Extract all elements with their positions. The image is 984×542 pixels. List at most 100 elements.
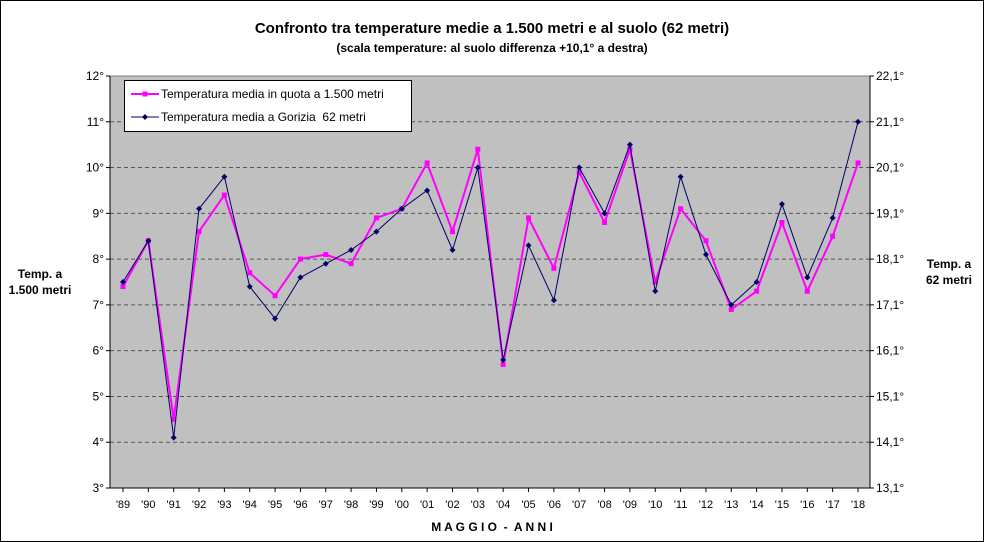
chart-title: Confronto tra temperature medie a 1.500 … bbox=[254, 20, 730, 37]
y-tick-left-label: 6° bbox=[93, 344, 105, 358]
data-point bbox=[677, 173, 684, 180]
y-ticks-left: 3° 4° 5° 6° 7° 8° 9° 10° 11° 12° bbox=[86, 69, 110, 495]
data-point bbox=[855, 118, 861, 125]
x-tick-label: '97 bbox=[319, 499, 333, 511]
data-point bbox=[702, 251, 709, 258]
x-tick-label: '13 bbox=[724, 499, 738, 511]
x-tick-label: '95 bbox=[268, 499, 282, 511]
x-tick-label: '14 bbox=[749, 499, 763, 511]
data-point bbox=[272, 293, 278, 299]
data-point bbox=[196, 229, 202, 235]
data-point bbox=[678, 206, 684, 212]
x-ticks: '89 '90 '91 '92 '93 '94 '95 '96 '97 '98 '99 '00 '01 '… bbox=[116, 488, 865, 511]
data-point bbox=[728, 306, 734, 312]
chart-legend: Temperatura media in quota a 1.500 metri… bbox=[124, 80, 412, 132]
legend-item-series-2: Temperatura media a Gorizia 62 metri bbox=[125, 108, 411, 126]
y-tick-right-label: 17,1° bbox=[876, 298, 904, 312]
x-tick-label: '17 bbox=[825, 499, 839, 511]
y-tick-left-label: 4° bbox=[93, 435, 105, 449]
data-point bbox=[576, 169, 582, 175]
data-point bbox=[728, 301, 735, 308]
data-point bbox=[323, 252, 329, 258]
data-point bbox=[627, 146, 633, 152]
data-point bbox=[322, 260, 329, 267]
y-axis-right-label: Temp. a 62 metri bbox=[914, 256, 984, 288]
data-point bbox=[171, 416, 177, 422]
series-gorizia-62 bbox=[120, 118, 861, 441]
series-line bbox=[122, 121, 859, 439]
x-tick-label: '08 bbox=[597, 499, 611, 511]
data-point bbox=[778, 201, 785, 208]
y-tick-left-label: 11° bbox=[87, 115, 104, 129]
y-axis-right-label-line1: Temp. a bbox=[926, 257, 972, 271]
data-point bbox=[373, 215, 379, 221]
data-point bbox=[626, 141, 633, 148]
legend-label-series-2: Temperatura media a Gorizia 62 metri bbox=[161, 110, 366, 124]
y-tick-left-label: 10° bbox=[86, 161, 104, 175]
data-point bbox=[120, 284, 126, 290]
x-axis-label: M A G G I O - A N N I bbox=[431, 520, 553, 534]
x-tick-label: '96 bbox=[293, 499, 307, 511]
y-tick-right-label: 16,1° bbox=[876, 344, 904, 358]
y-tick-right-label: 18,1° bbox=[876, 252, 904, 266]
x-tick-label: '92 bbox=[192, 499, 206, 511]
data-point bbox=[120, 279, 126, 285]
data-point bbox=[551, 265, 557, 271]
y-tick-left-label: 3° bbox=[93, 481, 105, 495]
data-point bbox=[804, 274, 811, 281]
x-tick-label: '09 bbox=[623, 499, 637, 511]
data-point bbox=[753, 279, 760, 285]
x-tick-label: '04 bbox=[496, 499, 510, 511]
data-point bbox=[526, 215, 532, 221]
x-tick-label: '18 bbox=[851, 499, 865, 511]
chart-subtitle: (scala temperature: al suolo differenza … bbox=[336, 41, 648, 55]
y-tick-right-label: 14,1° bbox=[876, 435, 904, 449]
y-tick-right-label: 13,1° bbox=[876, 481, 904, 495]
plot-area bbox=[109, 75, 871, 489]
data-point bbox=[475, 146, 481, 152]
data-point bbox=[272, 315, 279, 322]
data-point bbox=[348, 261, 354, 267]
data-point bbox=[525, 242, 532, 249]
x-tick-label: '93 bbox=[217, 499, 231, 511]
axes bbox=[109, 76, 871, 489]
data-point bbox=[804, 288, 810, 294]
series-layer bbox=[120, 118, 861, 441]
y-tick-right-label: 22,1° bbox=[876, 69, 904, 83]
data-point bbox=[348, 246, 355, 253]
x-tick-label: '10 bbox=[648, 499, 662, 511]
data-point bbox=[474, 164, 481, 171]
y-tick-left-label: 12° bbox=[86, 69, 104, 83]
data-point bbox=[373, 228, 380, 235]
data-point bbox=[830, 233, 836, 239]
x-tick-label: '16 bbox=[800, 499, 814, 511]
data-point bbox=[221, 173, 228, 180]
data-point bbox=[297, 256, 303, 262]
y-ticks-right: 13,1° 14,1° 15,1° 16,1° 17,1° 18,1° 19,1° 20,1°… bbox=[870, 69, 904, 495]
data-point bbox=[703, 238, 709, 244]
data-point bbox=[652, 279, 658, 285]
x-tick-label: '15 bbox=[775, 499, 789, 511]
x-tick-label: '98 bbox=[344, 499, 358, 511]
legend-label-series-1: Temperatura media in quota a 1.500 metri bbox=[161, 87, 384, 101]
y-tick-left-label: 5° bbox=[93, 389, 105, 403]
y-tick-left-label: 8° bbox=[93, 252, 105, 266]
x-tick-label: '06 bbox=[547, 499, 561, 511]
data-point bbox=[779, 219, 785, 225]
data-point bbox=[500, 356, 507, 363]
data-point bbox=[576, 164, 583, 171]
y-tick-left-label: 7° bbox=[93, 298, 105, 312]
x-tick-label: '12 bbox=[699, 499, 713, 511]
data-point bbox=[754, 288, 760, 294]
data-point bbox=[449, 229, 455, 235]
data-point bbox=[550, 297, 557, 304]
data-point bbox=[246, 283, 253, 290]
data-point bbox=[145, 237, 152, 244]
y-tick-right-label: 20,1° bbox=[876, 161, 904, 175]
legend-item-series-1: Temperatura media in quota a 1.500 metri bbox=[125, 85, 411, 103]
x-tick-label: '03 bbox=[471, 499, 485, 511]
data-point bbox=[196, 205, 203, 212]
x-tick-label: '91 bbox=[167, 499, 181, 511]
x-tick-label: '94 bbox=[243, 499, 257, 511]
